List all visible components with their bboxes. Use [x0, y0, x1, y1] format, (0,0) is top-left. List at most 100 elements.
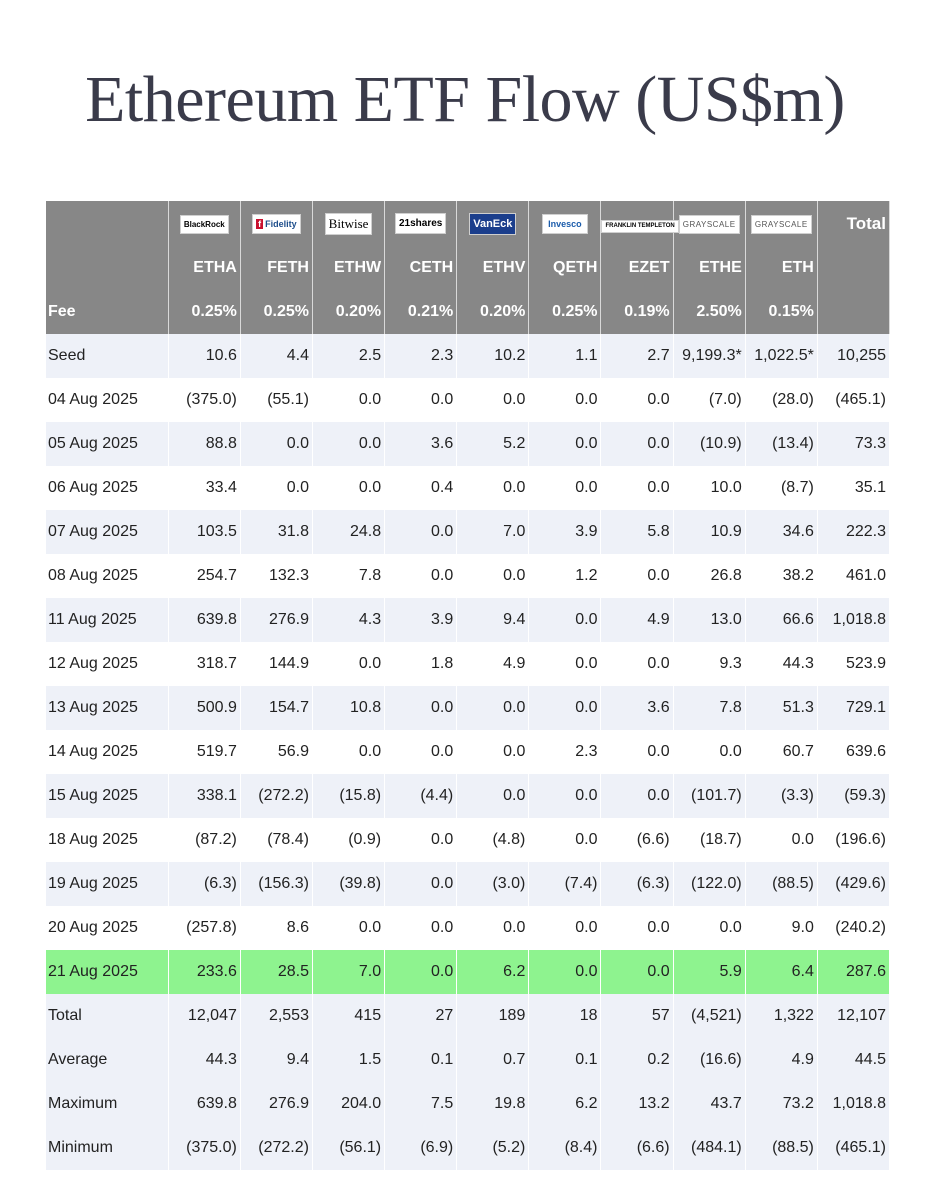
flow-cell: 0.0: [312, 730, 386, 774]
flow-cell: 0.0: [673, 730, 746, 774]
flow-cell: 276.9: [240, 598, 313, 642]
flow-cell: 1,322: [745, 994, 818, 1038]
flow-cell: 28.5: [240, 950, 313, 994]
flow-cell: 144.9: [240, 642, 313, 686]
flow-cell: 5.8: [600, 510, 674, 554]
row-total-cell: 523.9: [817, 642, 891, 686]
row-label: Seed: [46, 334, 169, 378]
summary-row: Minimum (375.0) (272.2) (56.1) (6.9) (5.2) (8.…: [46, 1126, 891, 1170]
data-row: 07 Aug 2025 103.5 31.8 24.8 0.0 7.0 3.9 5.8 10.9…: [46, 510, 891, 554]
summary-row: Average 44.3 9.4 1.5 0.1 0.7 0.1 0.2 (16.6) 4.9 44…: [46, 1038, 891, 1082]
flow-cell: 1.1: [528, 334, 602, 378]
flow-cell: 10.0: [673, 466, 746, 510]
flow-cell: 44.3: [745, 642, 818, 686]
highlighted-data-row: 21 Aug 2025 233.6 28.5 7.0 0.0 6.2 0.0 0.0 5.9 6.…: [46, 950, 891, 994]
fee-cell: 0.20%: [456, 290, 530, 334]
flow-cell: 5.2: [456, 422, 530, 466]
flow-cell: 189: [456, 994, 530, 1038]
flow-cell: (6.6): [600, 1126, 674, 1170]
flow-cell: 9.3: [673, 642, 746, 686]
flow-cell: (156.3): [240, 862, 313, 906]
flow-cell: (8.7): [745, 466, 818, 510]
row-label: 21 Aug 2025: [46, 950, 169, 994]
flow-cell: 0.0: [312, 422, 386, 466]
flow-cell: 3.6: [600, 686, 674, 730]
flow-cell: 3.6: [384, 422, 458, 466]
ticker-eth: ETH: [745, 246, 818, 290]
row-total-cell: (465.1): [817, 1126, 891, 1170]
data-row: 20 Aug 2025 (257.8) 8.6 0.0 0.0 0.0 0.0 0.0 0.0 9…: [46, 906, 891, 950]
flow-cell: (101.7): [673, 774, 746, 818]
fee-cell: 2.50%: [673, 290, 746, 334]
row-total-cell: (196.6): [817, 818, 891, 862]
flow-cell: 0.0: [456, 378, 530, 422]
flow-cell: 0.0: [312, 642, 386, 686]
flow-cell: (16.6): [673, 1038, 746, 1082]
21shares-logo: 21shares: [394, 213, 447, 234]
flow-cell: 4.9: [745, 1038, 818, 1082]
data-row: 13 Aug 2025 500.9 154.7 10.8 0.0 0.0 0.0 3.6 7.8…: [46, 686, 891, 730]
flow-cell: 1,022.5*: [745, 334, 818, 378]
flow-cell: 6.2: [456, 950, 530, 994]
flow-cell: 6.4: [745, 950, 818, 994]
flow-cell: 9.4: [240, 1038, 313, 1082]
row-total-cell: 12,107: [817, 994, 891, 1038]
flow-cell: 60.7: [745, 730, 818, 774]
flow-cell: (7.0): [673, 378, 746, 422]
flow-cell: 10.8: [312, 686, 386, 730]
flow-cell: (28.0): [745, 378, 818, 422]
flow-cell: 6.2: [528, 1082, 602, 1126]
flow-cell: 233.6: [168, 950, 241, 994]
row-total-cell: 222.3: [817, 510, 891, 554]
vaneck-logo: VanEck: [469, 212, 517, 235]
flow-cell: 44.3: [168, 1038, 241, 1082]
flow-cell: 0.7: [456, 1038, 530, 1082]
fee-cell: 0.15%: [745, 290, 818, 334]
flow-cell: 415: [312, 994, 386, 1038]
ticker-ethw: ETHW: [312, 246, 386, 290]
flow-cell: 0.0: [528, 642, 602, 686]
data-row: 08 Aug 2025 254.7 132.3 7.8 0.0 0.0 1.2 0.0 26.8…: [46, 554, 891, 598]
fee-cell: 0.25%: [528, 290, 602, 334]
flow-cell: 38.2: [745, 554, 818, 598]
flow-cell: (6.3): [168, 862, 241, 906]
flow-cell: (8.4): [528, 1126, 602, 1170]
flow-cell: 0.0: [456, 774, 530, 818]
flow-cell: 0.0: [312, 378, 386, 422]
row-total-cell: 461.0: [817, 554, 891, 598]
row-total-cell: (429.6): [817, 862, 891, 906]
data-row: 19 Aug 2025 (6.3) (156.3) (39.8) 0.0 (3.0) (7.…: [46, 862, 891, 906]
row-total-cell: 44.5: [817, 1038, 891, 1082]
data-row: 06 Aug 2025 33.4 0.0 0.0 0.4 0.0 0.0 0.0 10.0 (8.…: [46, 466, 891, 510]
flow-cell: 0.0: [384, 862, 458, 906]
row-total-cell: 729.1: [817, 686, 891, 730]
flow-cell: 2.7: [600, 334, 674, 378]
flow-cell: (122.0): [673, 862, 746, 906]
flow-cell: 0.0: [456, 730, 530, 774]
flow-cell: 34.6: [745, 510, 818, 554]
flow-cell: 0.0: [600, 774, 674, 818]
flow-cell: 5.9: [673, 950, 746, 994]
data-row: 12 Aug 2025 318.7 144.9 0.0 1.8 4.9 0.0 0.0 9.3 4…: [46, 642, 891, 686]
flow-cell: 66.6: [745, 598, 818, 642]
flow-cell: (88.5): [745, 1126, 818, 1170]
flow-cell: 0.1: [528, 1038, 602, 1082]
ticker-ceth: CETH: [384, 246, 458, 290]
ticker-qeth: QETH: [528, 246, 602, 290]
flow-cell: 57: [600, 994, 674, 1038]
flow-cell: 0.0: [456, 686, 530, 730]
summary-row: Total 12,047 2,553 415 27 189 18 57 (4,521) 1,322…: [46, 994, 891, 1038]
flow-cell: (3.0): [456, 862, 530, 906]
flow-cell: (10.9): [673, 422, 746, 466]
flow-cell: 7.0: [312, 950, 386, 994]
flow-cell: (7.4): [528, 862, 602, 906]
flow-cell: (0.9): [312, 818, 386, 862]
flow-cell: 0.0: [384, 906, 458, 950]
flow-cell: 0.0: [600, 422, 674, 466]
row-label: 11 Aug 2025: [46, 598, 169, 642]
flow-cell: 0.0: [384, 554, 458, 598]
flow-cell: (257.8): [168, 906, 241, 950]
corner-cell: [46, 201, 169, 246]
flow-cell: 0.0: [240, 466, 313, 510]
row-total-cell: 287.6: [817, 950, 891, 994]
